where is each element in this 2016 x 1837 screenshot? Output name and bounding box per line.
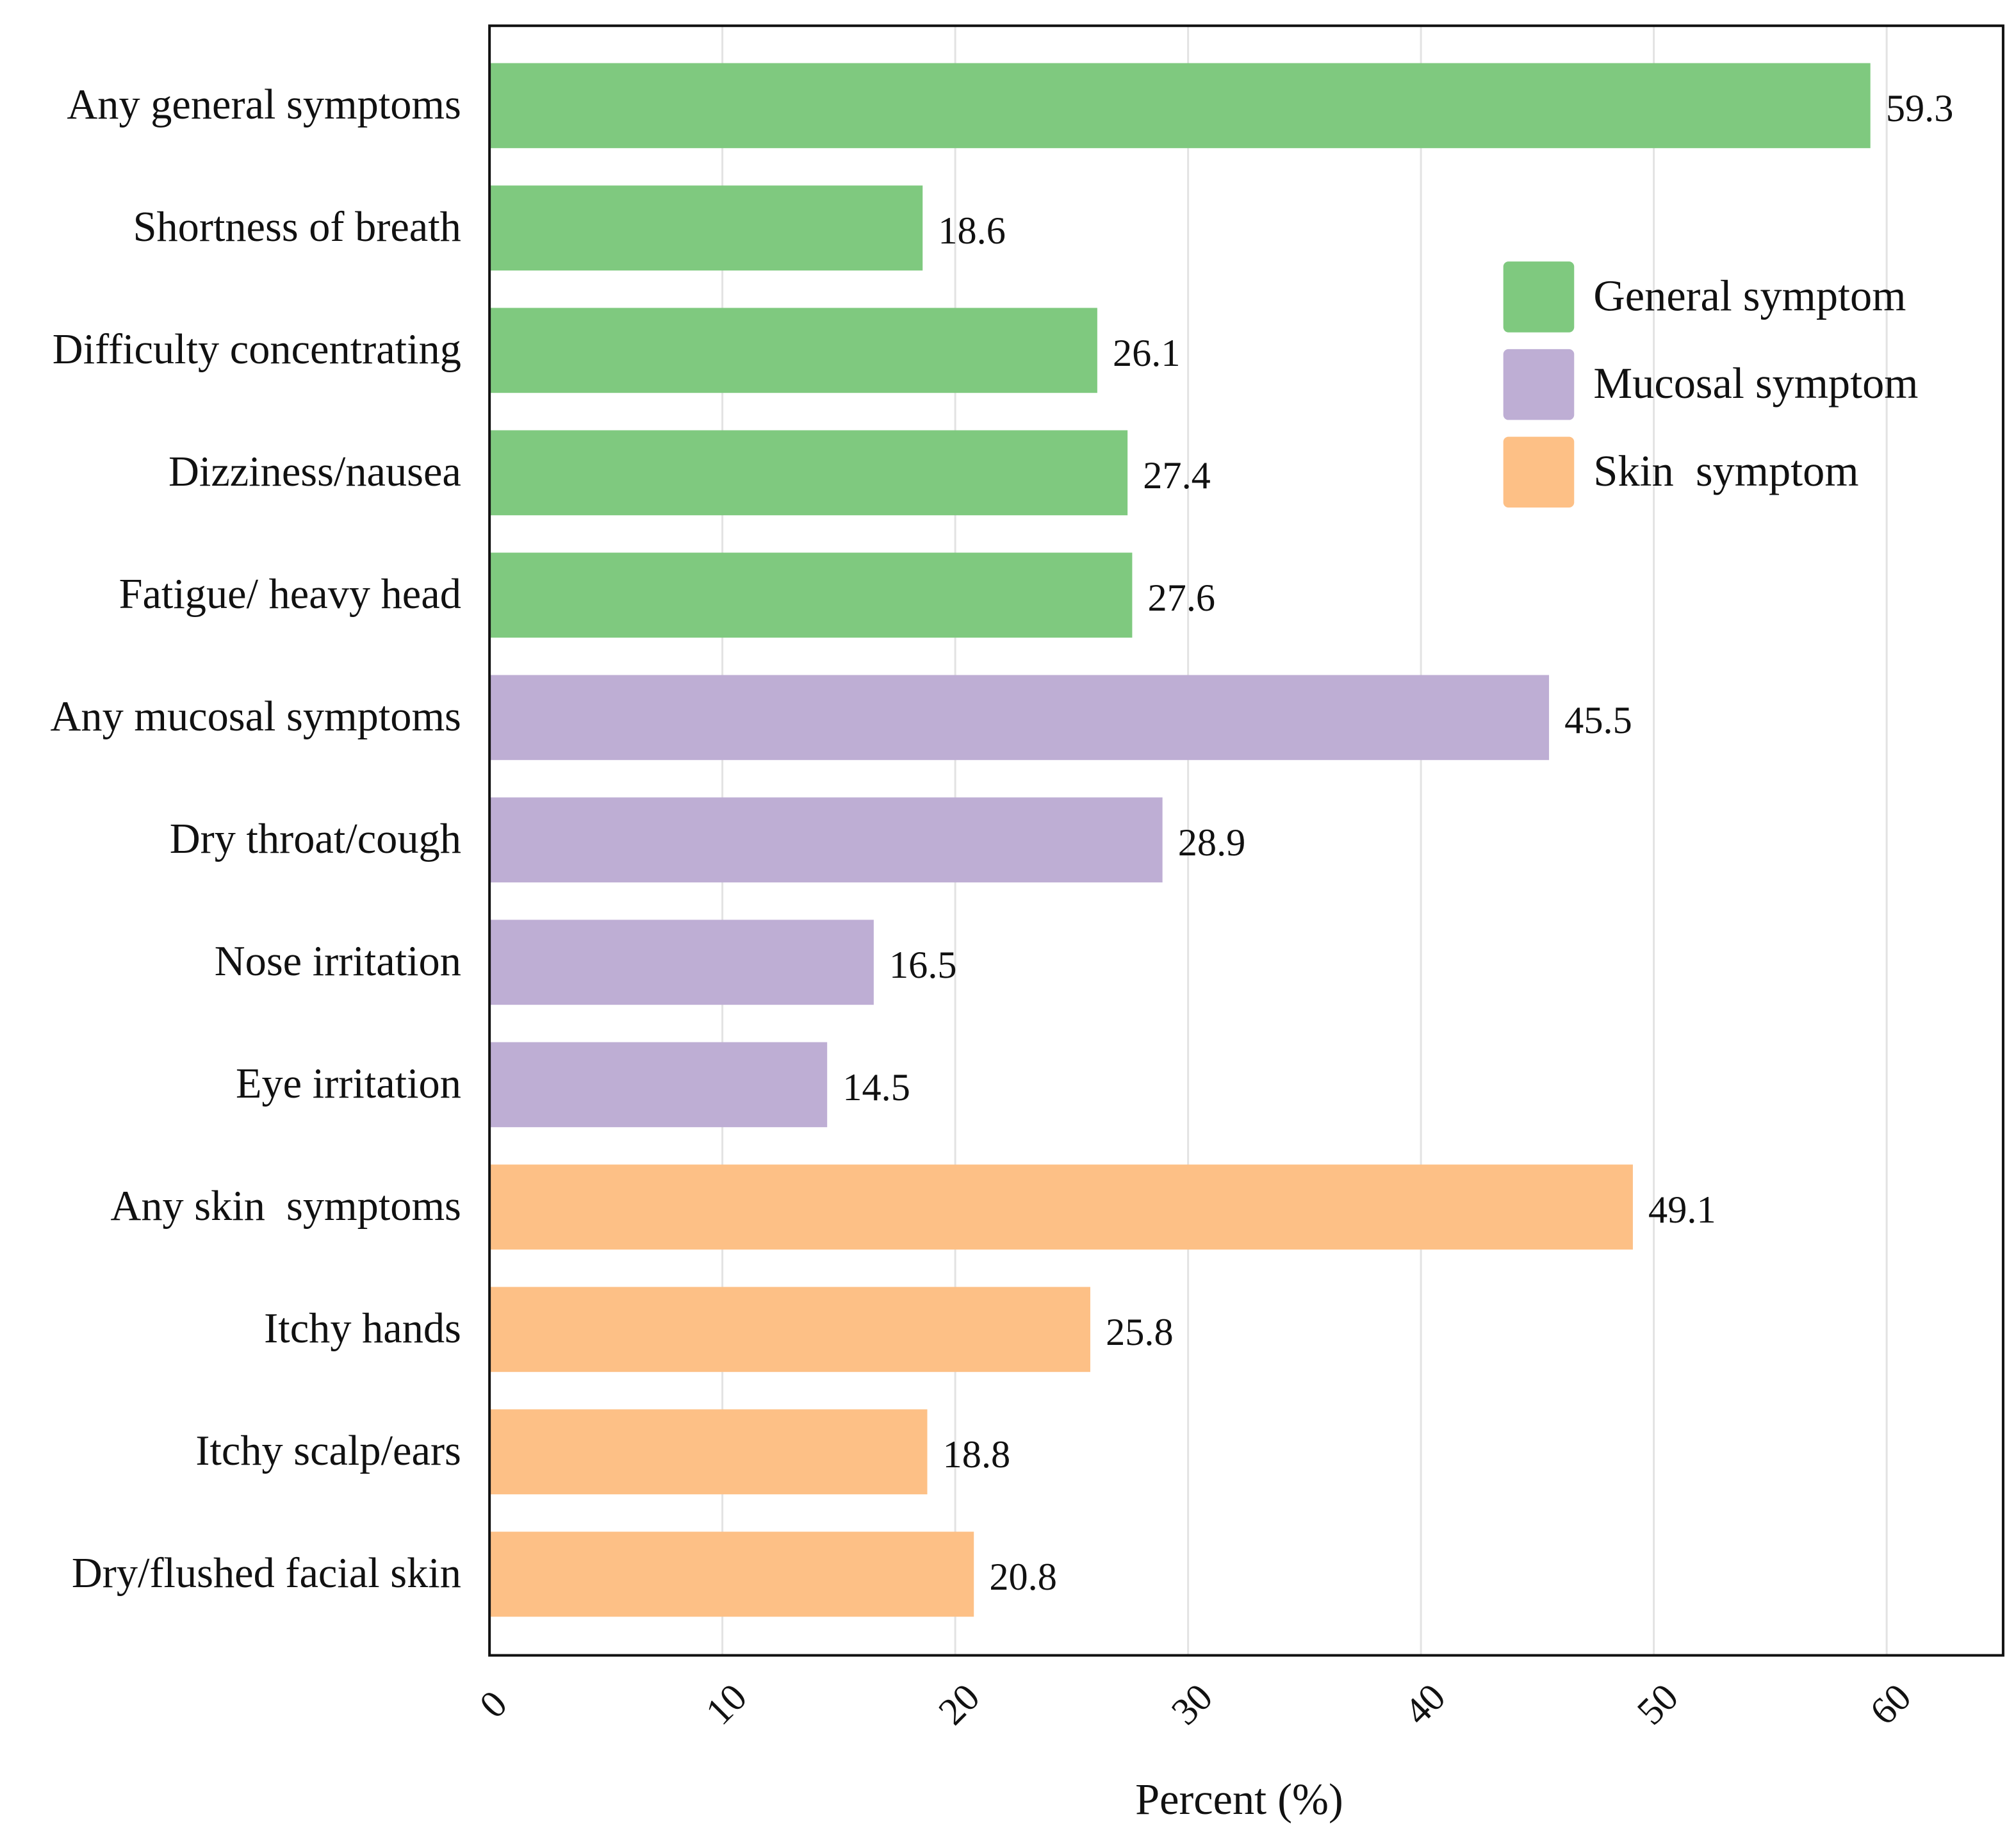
- value-label: 45.5: [1564, 699, 1632, 742]
- y-tick-label: Itchy scalp/ears: [195, 1428, 461, 1474]
- bar: [489, 1042, 828, 1128]
- bar: [489, 1164, 1633, 1250]
- bar: [489, 1287, 1090, 1372]
- x-tick-label: 30: [1163, 1676, 1221, 1733]
- value-label: 49.1: [1648, 1189, 1716, 1232]
- legend-label: General symptom: [1593, 272, 1906, 320]
- bar: [489, 430, 1128, 516]
- value-label: 26.1: [1113, 332, 1181, 375]
- bar: [489, 919, 874, 1005]
- bar: [489, 797, 1163, 883]
- x-tick-label: 10: [698, 1676, 755, 1733]
- x-tick-label: 50: [1629, 1676, 1687, 1733]
- bar: [489, 308, 1097, 393]
- value-label: 16.5: [889, 944, 957, 987]
- legend-label: Mucosal symptom: [1593, 359, 1918, 408]
- value-label: 14.5: [842, 1066, 910, 1109]
- y-tick-label: Dry/flushed facial skin: [72, 1550, 461, 1597]
- value-label: 27.4: [1143, 454, 1211, 497]
- y-tick-label: Dizziness/nausea: [168, 449, 461, 495]
- bar: [489, 63, 1871, 149]
- y-tick-label: Any skin symptoms: [110, 1183, 461, 1230]
- y-tick-label: Dry throat/cough: [170, 816, 461, 862]
- x-tick-label: 40: [1396, 1676, 1454, 1733]
- value-label: 28.9: [1178, 821, 1246, 864]
- value-label: 59.3: [1886, 87, 1954, 130]
- y-tick-label: Nose irritation: [215, 938, 461, 985]
- bar: [489, 675, 1550, 761]
- y-tick-label: Shortness of breath: [133, 204, 461, 251]
- value-label: 18.8: [943, 1433, 1011, 1476]
- bar: [489, 1409, 928, 1495]
- x-tick-label: 60: [1862, 1676, 1919, 1733]
- x-tick-label: 0: [471, 1683, 516, 1727]
- y-tick-label: Any general symptoms: [67, 81, 461, 128]
- y-tick-label: Any mucosal symptoms: [51, 693, 461, 740]
- value-label: 20.8: [989, 1556, 1057, 1599]
- x-axis-title: Percent (%): [1135, 1775, 1343, 1824]
- y-tick-label: Difficulty concentrating: [53, 326, 461, 373]
- legend-swatch: [1503, 436, 1575, 508]
- x-tick-label: 20: [930, 1676, 988, 1733]
- legend-swatch: [1503, 261, 1575, 333]
- plot-frame: [488, 24, 2004, 1657]
- value-label: 27.6: [1148, 577, 1216, 620]
- bar: [489, 552, 1133, 638]
- legend-label: Skin symptom: [1593, 447, 1858, 495]
- y-tick-label: Itchy hands: [264, 1305, 461, 1352]
- y-tick-label: Eye irritation: [236, 1060, 461, 1107]
- y-tick-label: Fatigue/ heavy head: [119, 571, 461, 618]
- legend-swatch: [1503, 349, 1575, 420]
- bar: [489, 185, 923, 271]
- bar: [489, 1531, 974, 1617]
- value-label: 25.8: [1106, 1311, 1174, 1354]
- value-label: 18.6: [938, 210, 1006, 252]
